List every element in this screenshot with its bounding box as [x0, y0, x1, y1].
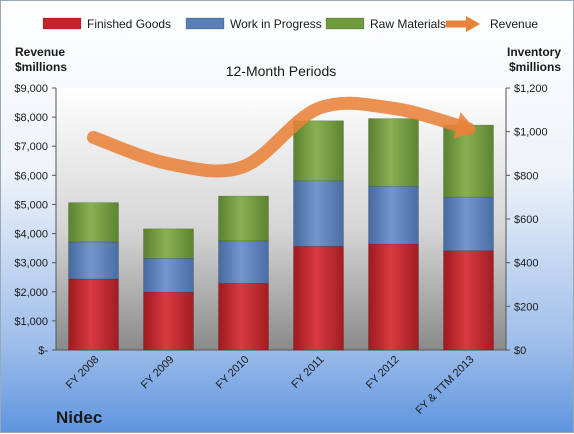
revenue-point-3	[243, 166, 245, 168]
left-tick-label: $4,000	[14, 229, 48, 241]
bar-finished-goods-5	[368, 243, 419, 351]
bar-finished-goods-3	[218, 283, 269, 351]
left-tick-label: $1,000	[14, 316, 48, 328]
revenue-point-2	[168, 163, 170, 165]
bar-work-in-progress-1	[68, 241, 119, 280]
left-tick-label: $7,000	[14, 141, 48, 153]
left-tick-label: $9,000	[14, 83, 48, 95]
legend-label-revenue: Revenue	[490, 17, 538, 31]
bar-raw-materials-4	[293, 120, 344, 182]
bar-raw-materials-6	[443, 124, 494, 198]
left-axis-title-line1: Revenue	[15, 45, 65, 59]
legend-swatch-raw-materials	[325, 17, 365, 30]
revenue-point-4	[318, 107, 320, 109]
revenue-arrow-head	[453, 112, 477, 140]
right-axis-title-line2: $millions	[509, 60, 561, 74]
bar-finished-goods-1	[68, 278, 119, 351]
legend-label-raw-materials: Raw Materials	[370, 17, 446, 31]
category-label-6: FY & TTM 2013	[414, 354, 477, 417]
bar-finished-goods-6	[443, 250, 494, 351]
legend-swatch-finished-goods	[42, 17, 82, 30]
legend-swatch-revenue-arrow	[466, 16, 480, 32]
bar-raw-materials-2	[143, 228, 194, 259]
left-tick-label: $5,000	[14, 199, 48, 211]
category-label-3: FY 2010	[214, 354, 252, 392]
revenue-point-6	[468, 128, 470, 130]
left-tick-label: $3,000	[14, 258, 48, 270]
revenue-point-5	[393, 107, 395, 109]
left-tick-label: $6,000	[14, 170, 48, 182]
bar-work-in-progress-5	[368, 185, 419, 245]
bar-raw-materials-5	[368, 118, 419, 187]
bar-work-in-progress-2	[143, 257, 194, 293]
category-label-4: FY 2011	[289, 354, 326, 391]
right-axis-title-line1: Inventory	[507, 45, 561, 59]
right-axis: $0 $200 $400 $600 $800 $1,000 $1,200	[56, 83, 548, 357]
bar-finished-goods-4	[293, 245, 344, 351]
left-tick-label: $8,000	[14, 112, 48, 124]
bar-raw-materials-3	[218, 195, 269, 242]
legend-label-work-in-progress: Work in Progress	[230, 17, 322, 31]
right-tick-label: $400	[514, 258, 538, 270]
category-label-1: FY 2008	[64, 354, 102, 392]
revenue-series	[87, 96, 477, 178]
category-label-2: FY 2009	[139, 354, 177, 392]
chart-title: 12-Month Periods	[226, 63, 337, 79]
legend-label-finished-goods: Finished Goods	[87, 17, 171, 31]
right-tick-label: $600	[514, 214, 538, 226]
bar-finished-goods-2	[143, 291, 194, 351]
category-label-5: FY 2012	[364, 354, 402, 392]
left-tick-label: $2,000	[14, 287, 48, 299]
category-labels: FY 2008 FY 2009 FY 2010 FY 2011 FY 2012 FY & …	[64, 354, 477, 417]
right-tick-label: $0	[514, 345, 526, 357]
left-axis: $- $1,000 $2,000 $3,000 $4,000 $5,000 $6,000 $7…	[14, 83, 57, 357]
bars	[68, 118, 494, 351]
legend: Finished Goods Work in Progress Raw Materi…	[42, 16, 538, 32]
right-tick-label: $1,200	[514, 83, 548, 95]
bar-work-in-progress-4	[293, 180, 344, 247]
revenue-point-1	[93, 136, 95, 138]
revenue-line	[87, 96, 475, 178]
right-tick-label: $800	[514, 170, 538, 182]
bar-work-in-progress-3	[218, 240, 269, 284]
left-tick-label: $-	[38, 345, 48, 357]
bar-work-in-progress-6	[443, 196, 494, 251]
left-axis-title-line2: $millions	[15, 60, 67, 74]
plot-area	[56, 88, 506, 350]
legend-swatch-work-in-progress	[185, 17, 225, 30]
right-tick-label: $1,000	[514, 127, 548, 139]
bar-raw-materials-1	[68, 202, 119, 243]
company-name: Nidec	[56, 408, 102, 427]
right-tick-label: $200	[514, 301, 538, 313]
